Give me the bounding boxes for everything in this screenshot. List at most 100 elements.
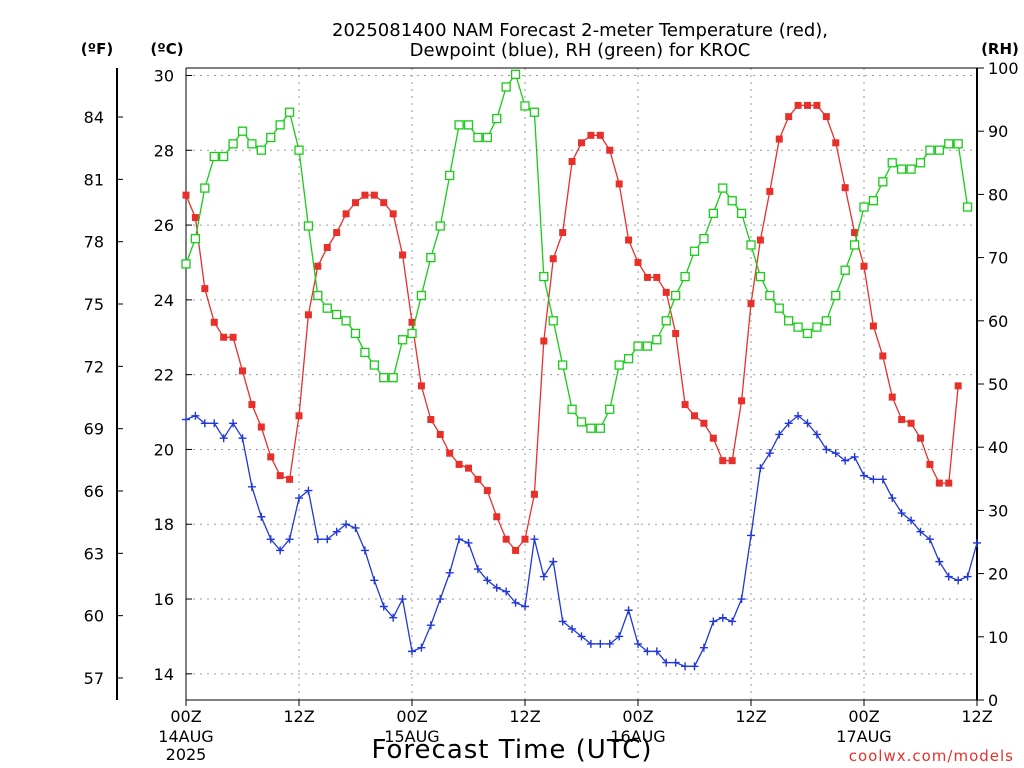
temperature-point <box>399 251 407 259</box>
dewpoint-point <box>332 527 341 536</box>
dewpoint-point <box>812 430 821 439</box>
temperature-point <box>267 453 275 461</box>
dewpoint-point <box>398 595 407 604</box>
temperature-point <box>229 333 237 341</box>
dewpoint-point <box>492 583 501 592</box>
x-tick-sublabel: 15AUG <box>384 727 439 746</box>
rh-point <box>567 404 577 414</box>
dewpoint-point <box>973 538 981 547</box>
rh-point <box>642 341 653 351</box>
rh-point <box>925 145 935 155</box>
temperature-point <box>286 475 294 483</box>
temperature-point <box>898 416 906 424</box>
dewpoint-line <box>185 414 978 667</box>
rh-point <box>680 271 690 282</box>
temperature-point <box>220 333 228 341</box>
rh-point <box>190 233 201 244</box>
dewpoint-point <box>238 434 247 443</box>
dewpoint-point <box>907 516 916 525</box>
temperature-point <box>719 457 727 465</box>
temperature-point <box>747 300 755 308</box>
dewpoint-point <box>690 662 699 671</box>
fahrenheit-tick-label: 75 <box>84 295 104 314</box>
rh-point <box>802 328 813 339</box>
rh-point <box>369 360 379 370</box>
temperature-point <box>323 244 331 252</box>
dewpoint-point <box>577 632 586 641</box>
chart-title-line-2: Dewpoint (blue), RH (green) for KROC <box>410 40 751 61</box>
temperature-point <box>822 113 830 121</box>
temperature-point <box>851 229 859 237</box>
rh-point <box>746 240 756 250</box>
dewpoint-point <box>699 643 708 652</box>
temperature-point <box>794 101 802 109</box>
temperature-point <box>634 258 642 266</box>
temperature-point <box>568 157 576 165</box>
temperature-point <box>502 535 510 543</box>
temperature-point <box>606 146 614 154</box>
dewpoint-point <box>257 512 266 521</box>
temperature-point <box>587 131 595 139</box>
dewpoint-point <box>304 486 313 495</box>
temperature-point <box>276 472 284 480</box>
rh-point <box>445 170 455 181</box>
temperature-point <box>436 430 444 438</box>
temperature-point <box>860 262 868 270</box>
rh-point <box>501 82 511 92</box>
dewpoint-point <box>502 587 511 596</box>
celsius-tick-label: 30 <box>154 66 174 85</box>
rh-point <box>784 316 794 326</box>
dewpoint-point <box>464 538 473 547</box>
temperature-point <box>907 419 915 427</box>
rh-series <box>181 69 973 433</box>
rh-point <box>407 328 417 339</box>
rh-tick-label: 40 <box>988 438 1008 457</box>
dewpoint-point <box>436 595 445 604</box>
dewpoint-point <box>408 647 416 656</box>
temperature-point <box>879 352 887 360</box>
rh-point <box>529 107 540 117</box>
dewpoint-point <box>916 527 925 536</box>
rh-point <box>510 69 521 79</box>
dewpoint-point <box>878 475 887 484</box>
temperature-point <box>917 434 924 442</box>
temperature-point <box>333 229 341 237</box>
rh-point <box>887 158 897 168</box>
x-tick-label: 12Z <box>283 707 314 726</box>
temperature-point <box>530 490 538 498</box>
rh-point <box>539 271 549 282</box>
temperature-point <box>352 199 359 207</box>
rh-tick-label: 60 <box>988 312 1008 331</box>
fahrenheit-tick-label: 72 <box>84 357 104 376</box>
dewpoint-point <box>219 434 228 443</box>
dewpoint-point <box>389 613 398 622</box>
celsius-axis-unit: (ºC) <box>150 40 183 58</box>
rh-point <box>219 151 229 162</box>
temperature-point <box>643 273 651 281</box>
x-tick-sublabel: 2025 <box>166 745 207 764</box>
rh-point <box>275 120 285 130</box>
rh-point <box>200 183 210 193</box>
temperature-point <box>691 412 698 420</box>
dewpoint-point <box>360 546 369 555</box>
temperature-point <box>869 322 877 330</box>
rh-point <box>915 158 926 168</box>
temperature-point <box>361 191 369 199</box>
dewpoint-point <box>445 568 454 577</box>
fahrenheit-tick-label: 63 <box>84 544 104 563</box>
rh-point <box>689 246 700 256</box>
temperature-point <box>540 337 548 345</box>
rh-point <box>303 221 314 231</box>
rh-tick-label: 30 <box>988 501 1008 520</box>
rh-point <box>416 290 427 301</box>
rh-tick-label: 100 <box>988 59 1019 78</box>
rh-point <box>388 373 398 383</box>
dewpoint-point <box>351 523 360 532</box>
dewpoint-point <box>662 658 671 667</box>
fahrenheit-tick-label: 69 <box>84 420 104 439</box>
chart-title-line-1: 2025081400 NAM Forecast 2-meter Temperat… <box>332 20 828 41</box>
dewpoint-point <box>756 464 765 473</box>
temperature-point <box>512 546 520 554</box>
dewpoint-point <box>765 449 774 458</box>
dewpoint-point <box>860 471 868 480</box>
